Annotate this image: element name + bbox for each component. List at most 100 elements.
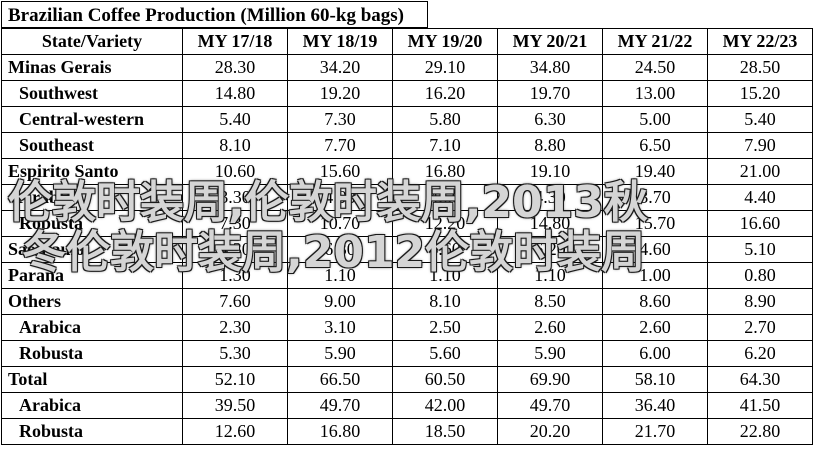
table-cell: 6.30 [497, 106, 603, 133]
row-label: Arabica [1, 314, 183, 341]
table-cell: 6.30 [287, 236, 393, 263]
table-cell: 3.70 [602, 184, 708, 211]
table-cell: 19.20 [287, 80, 393, 107]
table-cell: 8.90 [707, 288, 813, 315]
table-cell: 5.60 [392, 340, 498, 367]
table-cell: 41.50 [707, 392, 813, 419]
table-body: Minas Gerais 28.30 34.20 29.10 34.80 24.50 28.… [1, 54, 813, 445]
column-header-year: MY 18/19 [287, 28, 393, 55]
row-label: Southwest [1, 80, 183, 107]
table-cell: 39.50 [182, 392, 288, 419]
table-cell: 29.10 [392, 54, 498, 81]
table-cell: 5.30 [182, 340, 288, 367]
table-cell: 3.10 [287, 314, 393, 341]
table-cell: 7.70 [287, 132, 393, 159]
table-cell: 5.40 [182, 106, 288, 133]
table-cell: 2.50 [392, 314, 498, 341]
table-cell: 34.20 [287, 54, 393, 81]
table-cell: 16.60 [707, 210, 813, 237]
table-cell: 6.20 [497, 236, 603, 263]
table-cell: 12.60 [182, 418, 288, 445]
table-cell: 5.00 [602, 106, 708, 133]
column-header-year: MY 19/20 [392, 28, 498, 55]
table-cell: 13.00 [602, 80, 708, 107]
table-title: Brazilian Coffee Production (Million 60-… [8, 5, 404, 26]
table-cell: 7.10 [392, 132, 498, 159]
table-cell: 19.70 [497, 80, 603, 107]
row-label: Sao Paulo [1, 236, 183, 263]
table-cell: 1.00 [602, 262, 708, 289]
table-cell: 34.80 [497, 54, 603, 81]
table-cell: 8.50 [497, 288, 603, 315]
table-cell: 18.50 [392, 418, 498, 445]
row-label: Southeast [1, 132, 183, 159]
table-cell: 6.00 [602, 340, 708, 367]
column-header-state: State/Variety [1, 28, 183, 55]
table-cell: 20.20 [497, 418, 603, 445]
table-cell: 1.10 [392, 262, 498, 289]
row-label: Arabica [1, 392, 183, 419]
column-header-year: MY 17/18 [182, 28, 288, 55]
table-cell: 24.50 [602, 54, 708, 81]
table-row: Minas Gerais 28.30 34.20 29.10 34.80 24.50 28.… [1, 54, 813, 81]
table-cell: 7.30 [287, 106, 393, 133]
table-cell: 64.30 [707, 366, 813, 393]
row-label: Central-western [1, 106, 183, 133]
table-row: Central-western 5.40 7.30 5.80 6.30 5.00 5.40 [1, 106, 813, 133]
table-cell: 2.70 [707, 314, 813, 341]
row-label: Arabica [1, 184, 183, 211]
table-row: Others 7.60 9.00 8.10 8.50 8.60 8.90 [1, 288, 813, 315]
table-cell: 14.80 [497, 210, 603, 237]
table-row: Arabica 3.30 4.90 4.60 4.30 3.70 4.40 [1, 184, 813, 211]
table-cell: 10.70 [287, 210, 393, 237]
table-row: Southwest 14.80 19.20 16.20 19.70 13.00 15.20 [1, 80, 813, 107]
table-cell: 8.80 [497, 132, 603, 159]
table-cell: 49.70 [497, 392, 603, 419]
table-cell: 8.10 [392, 288, 498, 315]
table-cell: 2.60 [602, 314, 708, 341]
column-header-year: MY 20/21 [497, 28, 603, 55]
row-label: Robusta [1, 210, 183, 237]
table-cell: 15.20 [707, 80, 813, 107]
table-cell: 36.40 [602, 392, 708, 419]
table-cell: 28.30 [182, 54, 288, 81]
table-row: Sao Paulo 4.30 6.30 4.60 6.20 4.60 5.10 [1, 236, 813, 263]
table-cell: 4.60 [602, 236, 708, 263]
table-cell: 6.20 [707, 340, 813, 367]
table-cell: 9.00 [287, 288, 393, 315]
table-cell: 4.30 [497, 184, 603, 211]
table-cell: 4.60 [392, 236, 498, 263]
table-cell: 7.90 [707, 132, 813, 159]
table-cell: 15.60 [287, 158, 393, 185]
column-header-year: MY 22/23 [707, 28, 813, 55]
table-cell: 4.40 [707, 184, 813, 211]
table-cell: 16.80 [392, 158, 498, 185]
table-cell: 2.60 [497, 314, 603, 341]
table-row: Robusta 5.30 5.90 5.60 5.90 6.00 6.20 [1, 340, 813, 367]
table-cell: 49.70 [287, 392, 393, 419]
table-row: Espirito Santo 10.60 15.60 16.80 19.10 19.40 2… [1, 158, 813, 185]
table-cell: 3.30 [182, 184, 288, 211]
table-cell: 69.90 [497, 366, 603, 393]
table-row: Robusta 12.60 16.80 18.50 20.20 21.70 22.80 [1, 418, 813, 445]
table-row: Robusta 7.30 10.70 12.20 14.80 15.70 16.60 [1, 210, 813, 237]
table-cell: 2.30 [182, 314, 288, 341]
table-cell: 52.10 [182, 366, 288, 393]
table-cell: 21.70 [602, 418, 708, 445]
table-cell: 19.40 [602, 158, 708, 185]
table-row: Southeast 8.10 7.70 7.10 8.80 6.50 7.90 [1, 132, 813, 159]
row-label: Total [1, 366, 183, 393]
table-cell: 7.60 [182, 288, 288, 315]
table-cell: 16.20 [392, 80, 498, 107]
row-label: Parana [1, 262, 183, 289]
table-row: Arabica 2.30 3.10 2.50 2.60 2.60 2.70 [1, 314, 813, 341]
table-cell: 60.50 [392, 366, 498, 393]
table-cell: 12.20 [392, 210, 498, 237]
table-cell: 1.30 [182, 262, 288, 289]
table-cell: 4.60 [392, 184, 498, 211]
table-cell: 22.80 [707, 418, 813, 445]
table-cell: 5.90 [497, 340, 603, 367]
table-cell: 1.10 [287, 262, 393, 289]
table-cell: 19.10 [497, 158, 603, 185]
table-row: Arabica 39.50 49.70 42.00 49.70 36.40 41.50 [1, 392, 813, 419]
